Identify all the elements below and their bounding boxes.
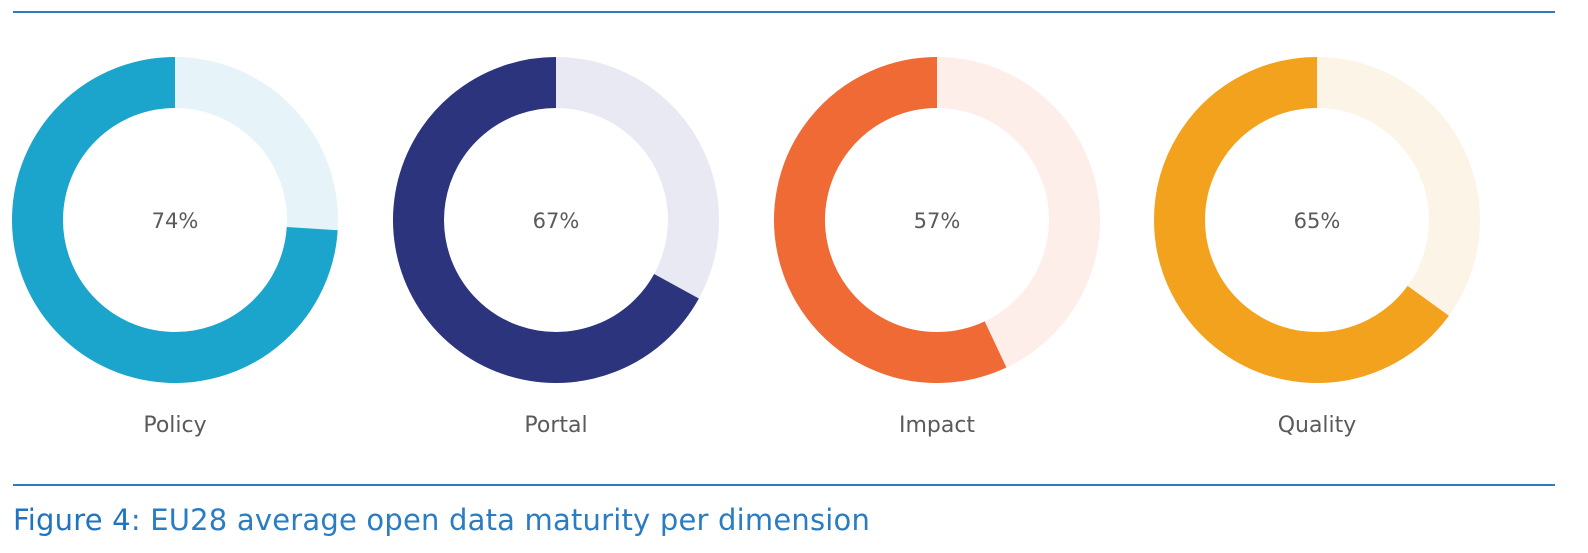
donut-value-arc-policy <box>12 57 338 383</box>
donut-value-arc-portal <box>393 57 699 383</box>
donut-value-arc-impact <box>774 57 1007 383</box>
donut-value-label-policy: 74% <box>152 209 199 233</box>
figure-caption-label: Figure 4 <box>13 503 131 537</box>
donut-policy: 74% Policy <box>12 57 338 438</box>
category-label-quality: Quality <box>1278 413 1357 438</box>
donut-charts: 74% Policy 67% Portal 57% Impact 65% Quality <box>12 57 1480 438</box>
donut-value-arc-quality <box>1154 57 1449 383</box>
figure-caption-separator: : <box>130 503 151 537</box>
category-label-policy: Policy <box>143 413 206 438</box>
donut-value-label-impact: 57% <box>914 209 961 233</box>
donut-impact: 57% Impact <box>774 57 1100 438</box>
figure-caption: Figure 4: EU28 average open data maturit… <box>13 503 870 537</box>
top-divider <box>13 11 1555 13</box>
donut-portal: 67% Portal <box>393 57 719 438</box>
donut-value-label-portal: 67% <box>533 209 580 233</box>
figure-caption-text: EU28 average open data maturity per dime… <box>150 503 871 537</box>
donut-quality: 65% Quality <box>1154 57 1480 438</box>
bottom-divider <box>13 484 1555 486</box>
donut-value-label-quality: 65% <box>1294 209 1341 233</box>
category-label-portal: Portal <box>524 413 587 438</box>
category-label-impact: Impact <box>899 413 975 438</box>
